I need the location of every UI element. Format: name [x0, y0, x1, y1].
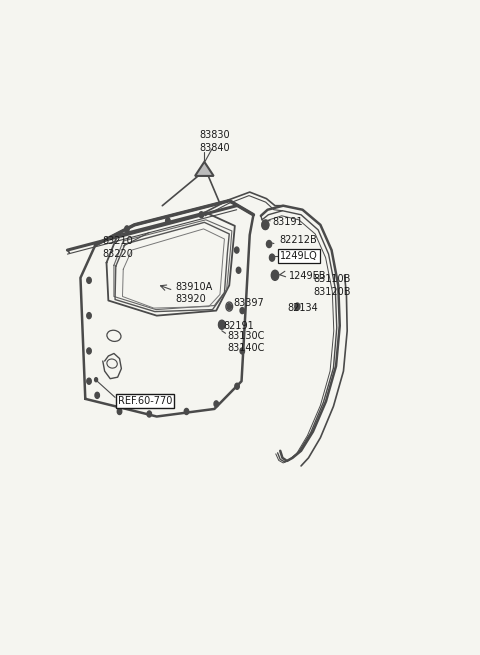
- Circle shape: [214, 401, 218, 407]
- Circle shape: [199, 212, 204, 218]
- Circle shape: [234, 247, 239, 253]
- Circle shape: [218, 320, 225, 329]
- Text: 83191: 83191: [272, 217, 303, 227]
- Text: 82134: 82134: [287, 303, 318, 313]
- Text: 83397: 83397: [233, 298, 264, 308]
- Circle shape: [117, 409, 122, 415]
- Circle shape: [166, 218, 170, 224]
- Text: 1249EB: 1249EB: [289, 271, 326, 281]
- Text: 83910A
83920: 83910A 83920: [175, 282, 213, 304]
- Text: 82212B: 82212B: [279, 235, 317, 245]
- Circle shape: [262, 220, 269, 229]
- Circle shape: [240, 308, 244, 314]
- Polygon shape: [195, 162, 214, 176]
- Text: 83110B
83120B: 83110B 83120B: [313, 274, 350, 297]
- Circle shape: [240, 348, 244, 354]
- Circle shape: [87, 277, 91, 284]
- Circle shape: [236, 267, 241, 273]
- Circle shape: [235, 383, 240, 389]
- Circle shape: [87, 378, 91, 384]
- Text: REF.60-770: REF.60-770: [118, 396, 172, 406]
- Circle shape: [226, 302, 233, 311]
- Circle shape: [266, 240, 272, 248]
- Circle shape: [125, 226, 129, 232]
- Circle shape: [95, 392, 99, 398]
- Text: 1249LQ: 1249LQ: [280, 251, 318, 261]
- Circle shape: [95, 378, 97, 382]
- Circle shape: [87, 348, 91, 354]
- Circle shape: [271, 271, 279, 280]
- Text: 83210
83220: 83210 83220: [103, 236, 133, 259]
- Circle shape: [147, 411, 152, 417]
- Text: 83130C
83140C: 83130C 83140C: [228, 331, 265, 353]
- Circle shape: [219, 321, 225, 329]
- Circle shape: [184, 409, 189, 415]
- Circle shape: [87, 312, 91, 319]
- Circle shape: [295, 303, 300, 310]
- Circle shape: [227, 303, 231, 310]
- Text: 82191: 82191: [224, 321, 254, 331]
- Text: 83830
83840: 83830 83840: [199, 130, 230, 153]
- Circle shape: [262, 220, 269, 229]
- Circle shape: [269, 254, 275, 261]
